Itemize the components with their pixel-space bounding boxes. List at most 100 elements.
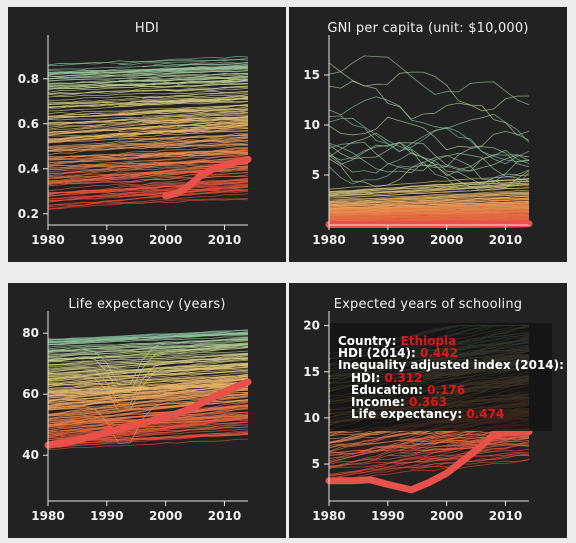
country-series-line [47,77,249,85]
country-series-line [328,180,530,195]
country-series-line [47,396,249,420]
country-series-line [328,210,530,216]
x-tick-label: 2000 [149,509,182,523]
country-series-line [47,193,249,210]
country-series-line [328,116,530,151]
country-series-line [328,152,530,185]
life-expectancy-panel: Life expectancy (years) 1980 1990 2000 2010… [8,283,286,538]
country-series-line [47,85,249,95]
country-series-line [47,370,249,385]
x-tick-label: 2010 [208,509,241,523]
tooltip-ineq-hdi-label: HDI: [351,370,381,385]
highlighted-country-line [325,428,533,494]
country-series-line [47,113,249,121]
x-tick-label: 1980 [31,233,64,247]
country-series-line [47,333,249,343]
country-series-line [48,125,249,140]
country-series-line [328,454,530,475]
country-series-line [328,62,530,112]
country-series-line [328,117,530,162]
x-tick-label: 2010 [489,509,522,523]
y-tick-label: 0.2 [18,207,39,221]
gni-chart[interactable]: 1980 1990 2000 2010 5 10 15 [289,7,567,262]
x-tick-label: 2000 [430,233,463,247]
tooltip-inequality-label: Inequality adjusted index (2014): [338,358,564,373]
highlighted-country-line [325,220,533,228]
country-series-line [399,433,530,460]
country-series-line [48,144,249,159]
country-series-line [47,353,249,368]
country-series-line [47,154,249,167]
country-series-line [47,342,249,355]
chart-title: Life expectancy (years) [68,297,226,312]
country-series-line [328,80,530,136]
country-series-line [47,148,249,164]
country-series-line [328,443,530,483]
country-series-line [328,453,530,477]
country-series-line [47,339,249,352]
country-series-line [47,333,249,346]
tooltip-education-label: Education: [351,382,423,397]
country-series-line [328,453,530,468]
country-series-line [328,182,530,195]
y-tick-label: 10 [303,411,320,425]
country-series-line [47,90,249,98]
country-series-line [47,104,249,115]
tooltip-income-label: Income: [351,395,405,410]
country-series-line [47,63,249,75]
x-tick-label: 1980 [312,509,345,523]
tooltip-country-value: Ethiopia [400,334,457,348]
country-series-line [47,345,249,358]
tooltip-ineq-hdi-value: 0.312 [384,370,423,385]
country-series-line [47,364,249,384]
country-series-line [47,438,249,450]
country-series-line [177,127,249,133]
tooltip-life-value: 0.474 [466,407,505,422]
x-tick-label: 1980 [31,509,64,523]
life-expectancy-chart[interactable]: 1980 1990 2000 2010 40 60 80 [8,283,286,538]
country-series-line [47,137,249,156]
hdi-chart[interactable]: 1980 1990 2000 2010 0.2 0.4 0.6 0.8 [8,7,286,262]
hdi-panel: HDI 1980 1990 2000 2010 0.2 0.4 0.6 0.8 [8,7,286,262]
country-series-line [47,422,249,432]
country-series-line [328,440,530,454]
country-series-line [411,454,530,469]
x-tick-label: 2010 [489,233,522,247]
country-series-line [47,198,249,206]
country-series-line [47,389,249,402]
country-series-line [328,206,530,213]
country-series-line [328,132,530,168]
country-series-line [47,363,249,381]
country-series-line [328,182,530,196]
country-series-line [47,368,249,381]
tooltip-hdi-label: HDI (2014): [338,346,416,361]
country-series-line [328,115,530,165]
country-series-line [328,55,530,106]
country-series-line [142,93,249,99]
country-series-line [328,210,530,216]
country-series-line [47,136,249,152]
y-tick-label: 5 [312,457,320,471]
y-tick-label: 60 [22,387,39,401]
country-series-line [47,355,249,371]
country-series-line [47,186,249,200]
country-series-line [328,142,530,172]
country-series-line [328,199,530,208]
x-tick-label: 2000 [149,233,182,247]
country-series-line [142,87,249,92]
country-series-line [47,181,249,202]
country-series-line [48,100,249,108]
country-series-line [47,329,249,342]
country-series-line [47,55,249,66]
country-series-line [47,155,249,177]
country-series-line [47,399,249,445]
y-tick-label: 0.8 [18,72,39,86]
country-series-line [328,141,530,182]
country-series-line [47,175,249,185]
country-series-line [47,378,249,408]
country-series-line [142,96,249,103]
tooltip-life-label: Life expectancy: [351,407,463,422]
country-series-line [47,430,249,448]
country-series-line [47,406,248,421]
country-series-line [142,117,249,123]
